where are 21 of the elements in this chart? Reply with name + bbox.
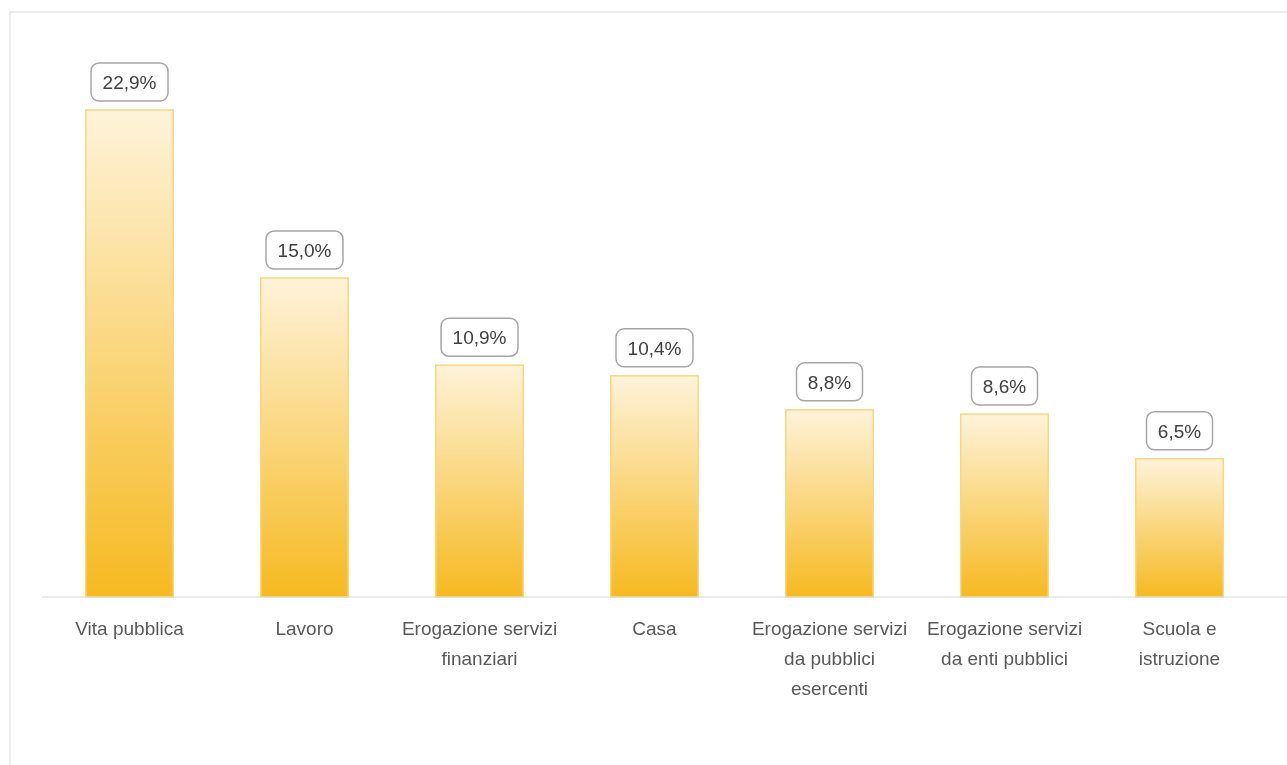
data-label: 6,5% <box>1157 420 1202 442</box>
data-label: 10,9% <box>452 327 507 349</box>
data-label: 8,8% <box>807 371 852 393</box>
bar <box>1135 458 1224 598</box>
data-label: 15,0% <box>277 240 332 261</box>
x-tick-label: Scuola e istruzione <box>1138 618 1221 669</box>
data-label: 22,9% <box>102 72 157 93</box>
x-tick-label: Casa <box>632 618 678 639</box>
data-label: 10,4% <box>627 337 682 359</box>
x-tick-label: Vita pubblica <box>75 618 185 639</box>
x-tick-label: Erogazione servizi da enti pubblici <box>926 618 1083 669</box>
bar <box>785 409 874 598</box>
bar <box>610 375 699 598</box>
x-tick-label: Erogazione servizi da pubblici esercenti <box>751 618 908 699</box>
bar <box>960 413 1049 598</box>
bar <box>85 109 174 598</box>
x-tick-label: Lavoro <box>275 618 334 639</box>
bar <box>435 364 524 598</box>
x-tick-label: Erogazione servizi finanziari <box>401 618 558 669</box>
bar <box>260 277 349 598</box>
data-label: 8,6% <box>982 376 1027 398</box>
